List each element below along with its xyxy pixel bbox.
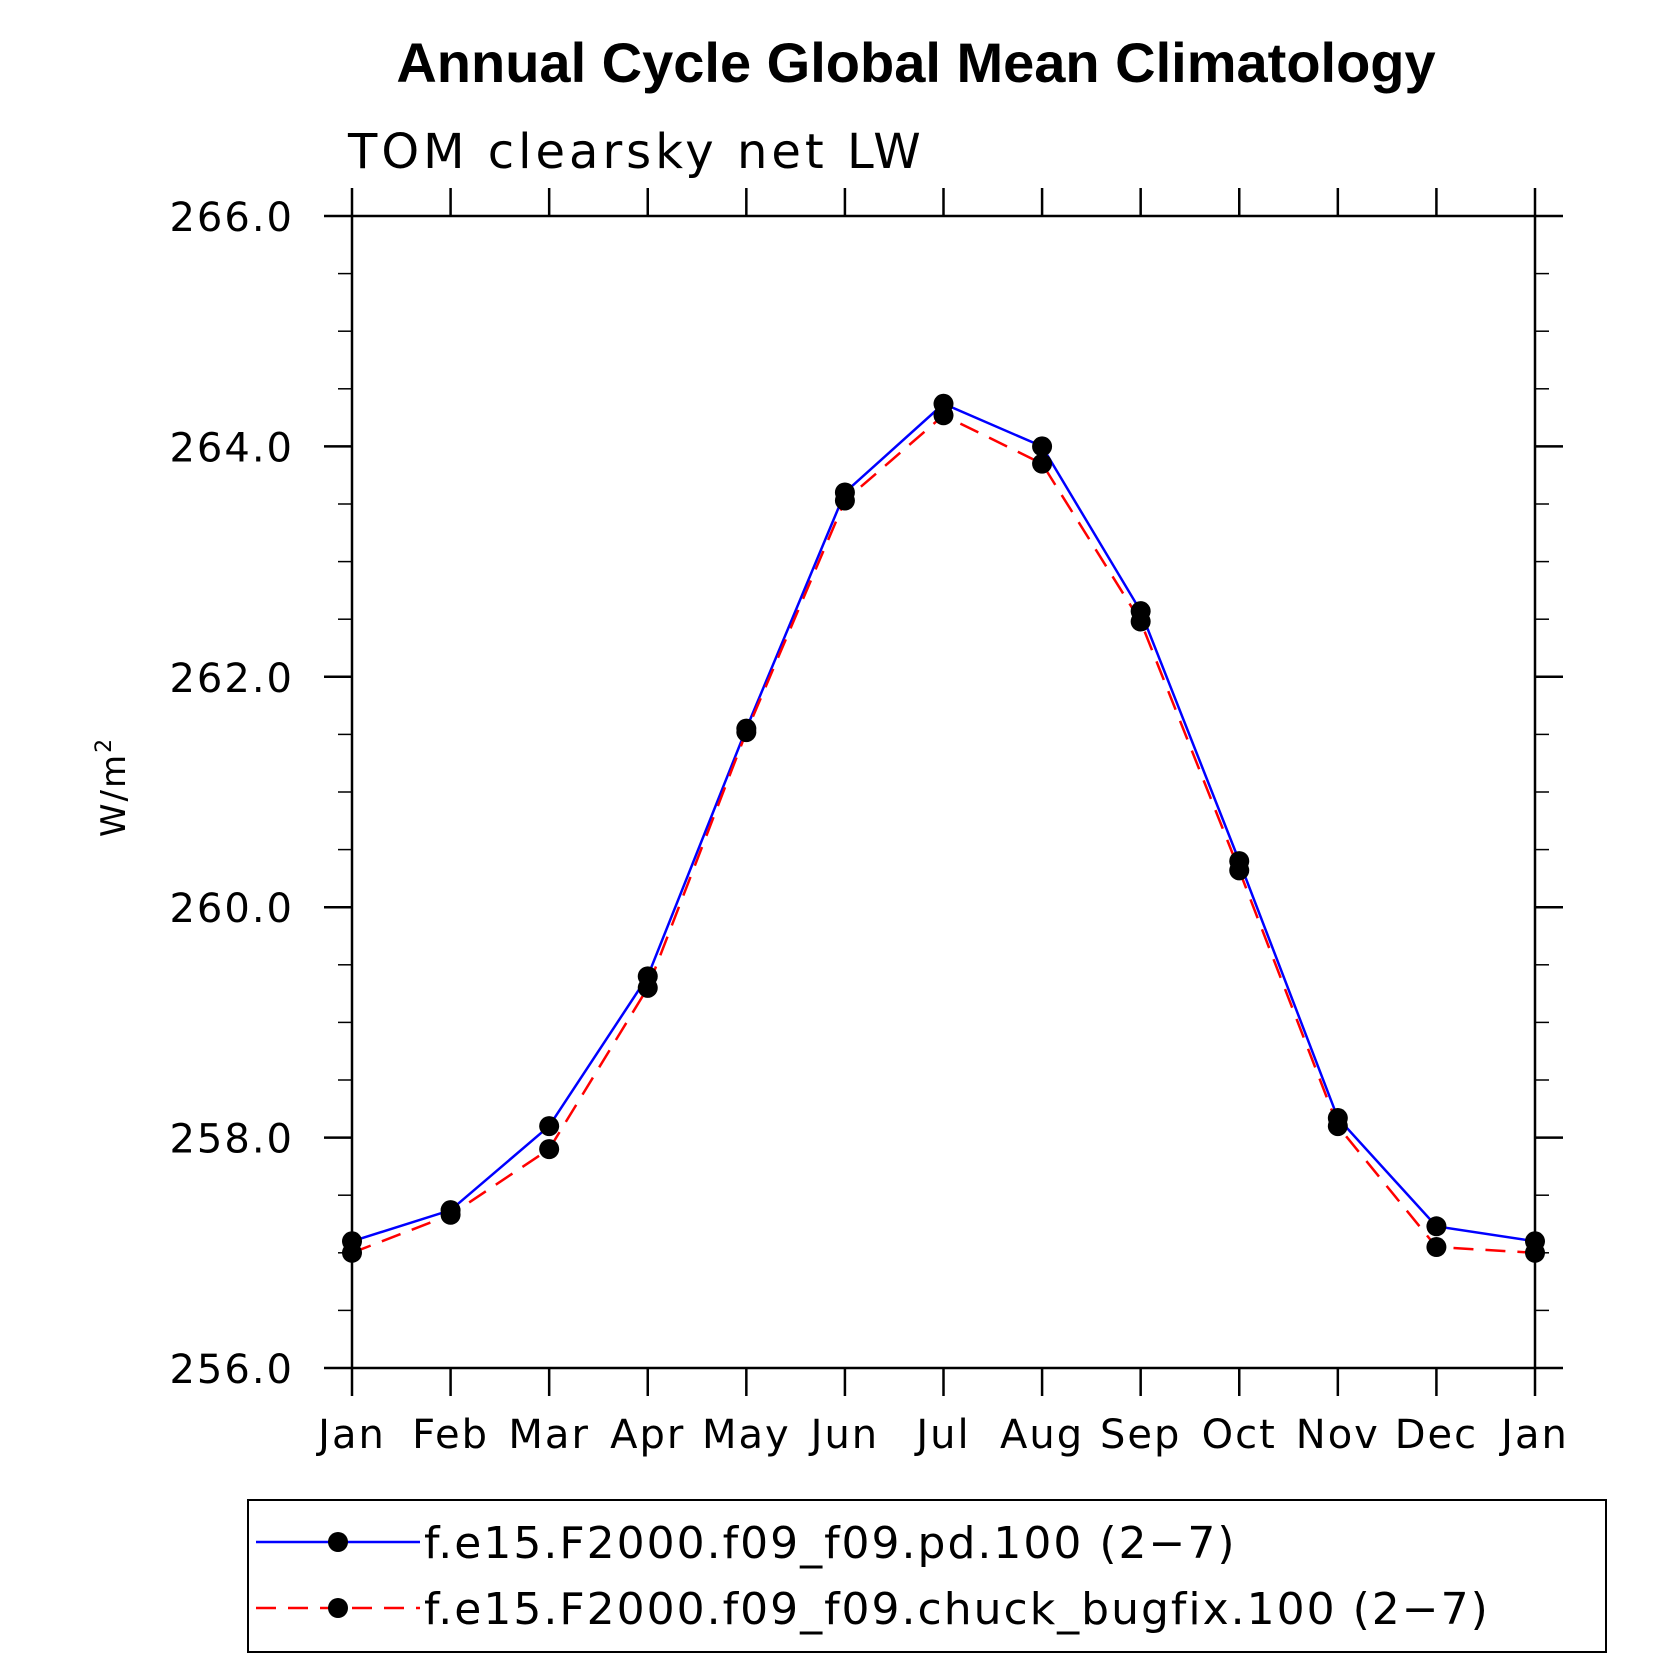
- series-2-point: [539, 1139, 560, 1160]
- series-2-point: [1525, 1242, 1545, 1263]
- y-tick-label: 264.0: [169, 425, 294, 471]
- y-tick-label: 260.0: [169, 886, 294, 932]
- x-tick-label: Jan: [315, 1412, 386, 1458]
- chart-subtitle: TOM clearsky net LW: [347, 124, 925, 180]
- x-tick-label: Feb: [412, 1412, 489, 1458]
- series-line-1: [351, 402, 1536, 1243]
- series-2-point: [834, 490, 855, 511]
- y-tick-label: 266.0: [169, 195, 294, 241]
- series-2-point: [637, 977, 658, 998]
- legend: f.e15.F2000.f09_f09.pd.100 (2−7) f.e15.F2…: [247, 1499, 1607, 1653]
- x-tick-label: Aug: [1000, 1412, 1084, 1458]
- y-axis-label: W/m2: [92, 737, 134, 837]
- legend-marker-2: [328, 1598, 348, 1618]
- x-tick-label: Mar: [508, 1412, 589, 1458]
- series-2-point: [1229, 860, 1250, 881]
- axes: [324, 188, 1563, 1396]
- legend-label-2: f.e15.F2000.f09_f09.chuck_bugfix.100 (2−…: [424, 1584, 1490, 1635]
- x-tick-label: Jan: [1498, 1412, 1569, 1458]
- x-tick-label: Jun: [808, 1412, 880, 1458]
- x-tick-label: Oct: [1202, 1412, 1277, 1458]
- x-tick-label: Dec: [1395, 1412, 1478, 1458]
- x-tick-labels: Jan Feb Mar Apr May Jun Jul Aug Sep Oct Nov Dec Jan: [315, 1412, 1569, 1458]
- series-1-point: [1032, 436, 1053, 457]
- y-axis-label-text: W/m: [94, 753, 134, 837]
- series-2-point: [933, 405, 954, 426]
- plot-frame: [350, 214, 1537, 1370]
- x-tick-label: Jul: [913, 1412, 970, 1458]
- y-tick-label: 262.0: [169, 656, 294, 702]
- series-2-point: [1426, 1237, 1447, 1258]
- series-2-point: [1130, 611, 1151, 632]
- series-1-point: [539, 1116, 560, 1137]
- x-tick-label: Sep: [1100, 1412, 1181, 1458]
- y-tick-label: 256.0: [169, 1347, 294, 1393]
- series-2-point: [736, 722, 757, 743]
- series-1-point: [1426, 1216, 1447, 1237]
- chart-title: Annual Cycle Global Mean Climatology: [396, 31, 1435, 94]
- legend-label-1: f.e15.F2000.f09_f09.pd.100 (2−7): [424, 1518, 1237, 1569]
- series-2-point: [342, 1242, 362, 1263]
- x-tick-label: Apr: [610, 1412, 685, 1458]
- y-tick-label: 258.0: [169, 1117, 294, 1163]
- series-line-2: [351, 413, 1536, 1255]
- x-tick-label: Nov: [1296, 1412, 1380, 1458]
- series-2-point: [440, 1204, 461, 1225]
- legend-box: [247, 1499, 1607, 1653]
- x-tick-label: May: [702, 1412, 791, 1458]
- series-2-point: [1327, 1116, 1348, 1137]
- series-2-point: [1032, 453, 1053, 474]
- y-tick-labels: 256.0 258.0 260.0 262.0 264.0 266.0: [169, 195, 294, 1393]
- y-axis-label-superscript: 2: [92, 737, 117, 753]
- legend-entries: f.e15.F2000.f09_f09.pd.100 (2−7) f.e15.F2…: [256, 1518, 1490, 1635]
- series-layer: [342, 393, 1545, 1263]
- legend-marker-1: [328, 1532, 348, 1552]
